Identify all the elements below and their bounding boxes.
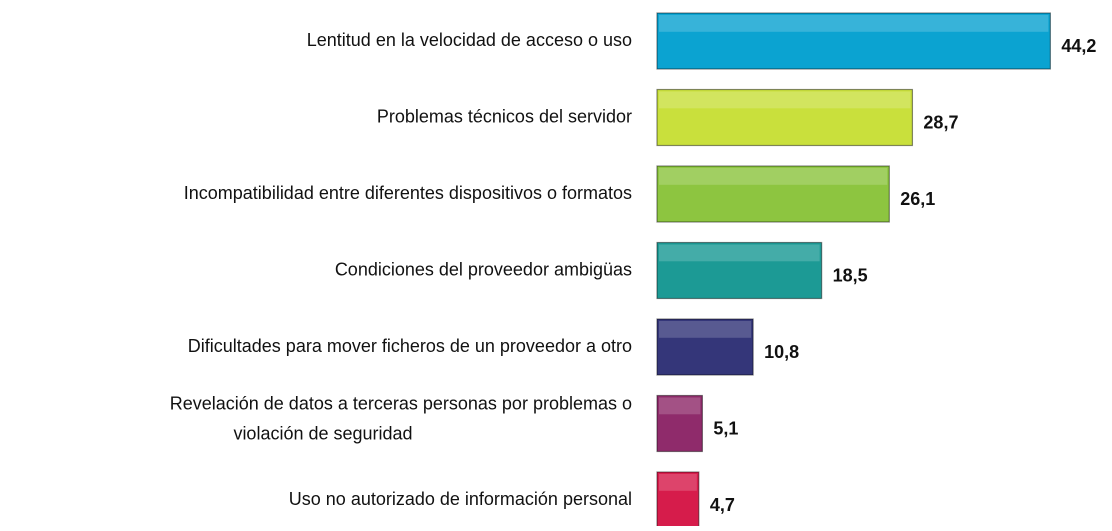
bar-highlight (659, 91, 911, 109)
bar (656, 12, 1051, 70)
value-label: 4,7 (710, 495, 735, 515)
bar-highlight (659, 474, 697, 491)
category-label: Lentitud en la velocidad de acceso o uso (307, 30, 632, 50)
bar (656, 241, 823, 300)
bar (656, 318, 754, 376)
category-label: Condiciones del proveedor ambigüas (335, 259, 632, 279)
bar-highlight (659, 321, 752, 338)
value-label: 44,2 (1061, 36, 1096, 56)
bar-highlight (659, 15, 1049, 32)
category-label: Incompatibilidad entre diferentes dispos… (184, 183, 632, 203)
bar (656, 165, 890, 223)
value-label: 10,8 (764, 342, 799, 362)
category-label: Problemas técnicos del servidor (377, 106, 632, 126)
bar (656, 394, 703, 453)
category-label: Uso no autorizado de información persona… (289, 489, 632, 509)
category-label: Revelación de datos a terceras personas … (170, 393, 632, 443)
value-label: 18,5 (833, 265, 868, 285)
bar-highlight (659, 244, 820, 262)
category-label: Dificultades para mover ficheros de un p… (188, 336, 632, 356)
bar-highlight (659, 168, 888, 185)
value-label: 28,7 (923, 112, 958, 132)
bar (656, 88, 914, 147)
bar-highlight (659, 397, 701, 415)
value-label: 26,1 (900, 189, 935, 209)
value-label: 5,1 (713, 418, 738, 438)
